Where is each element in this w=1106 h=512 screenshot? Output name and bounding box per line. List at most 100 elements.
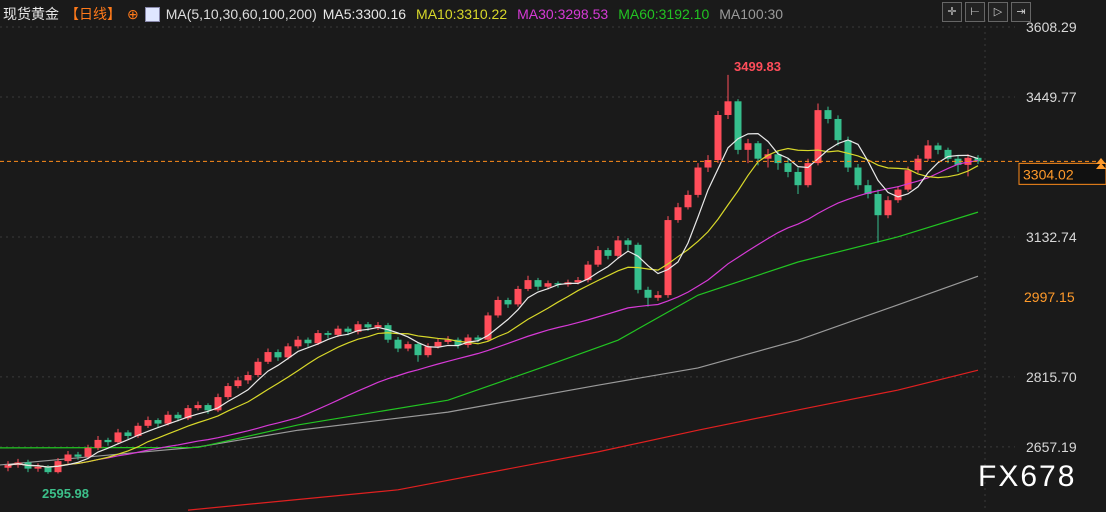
jump-end-icon[interactable]: ⇥: [1011, 2, 1031, 22]
candle-body: [594, 250, 602, 265]
candle-body: [174, 414, 182, 419]
ma10-line: [7, 147, 979, 468]
candle-body: [704, 160, 712, 168]
ma-value: MA5:3300.16: [322, 6, 407, 22]
y-tick-label: 3449.77: [1026, 89, 1077, 105]
candle-body: [714, 114, 722, 161]
candle-body: [414, 344, 422, 356]
candle-body: [294, 339, 302, 347]
current-price-label: 3304.02: [1023, 166, 1074, 182]
play-icon[interactable]: ▷: [988, 2, 1008, 22]
candle-body: [284, 346, 292, 358]
crosshair-icon[interactable]: ✛: [942, 2, 962, 22]
candle-body: [904, 170, 912, 190]
candle-body: [534, 280, 542, 287]
ma-indicator-icon[interactable]: [144, 6, 160, 22]
candle-body: [194, 405, 202, 409]
candle-body: [134, 425, 142, 436]
candle-body: [604, 250, 612, 256]
candle-body: [574, 280, 582, 283]
candle-body: [954, 158, 962, 165]
candle-body: [404, 344, 412, 349]
candle-body: [254, 361, 262, 376]
candle-body: [124, 432, 132, 436]
period-selector[interactable]: 【日线】: [65, 6, 121, 22]
candle-body: [944, 149, 952, 159]
ma-value: MA100:30: [719, 6, 784, 22]
candle-body: [444, 339, 452, 342]
ma-value: MA10:3310.22: [416, 6, 508, 22]
zoom-range-icon[interactable]: ⊢: [965, 2, 985, 22]
candle-body: [494, 299, 502, 316]
globe-icon[interactable]: ⊕: [127, 5, 139, 22]
candle-body: [934, 145, 942, 150]
candle-body: [424, 346, 432, 356]
candle-body: [244, 375, 252, 381]
candle-body: [774, 154, 782, 164]
candle-body: [484, 315, 492, 340]
candle-body: [204, 405, 212, 411]
candle-body: [554, 283, 562, 285]
candle-body: [74, 454, 82, 457]
candle-body: [754, 143, 762, 159]
candle-body: [454, 339, 462, 346]
candle-body: [674, 207, 682, 221]
candle-body: [684, 194, 692, 208]
candle-body: [34, 466, 42, 469]
ma60-line: [0, 211, 979, 449]
candle-body: [894, 189, 902, 201]
candle-body: [264, 352, 272, 362]
ma5-line: [7, 133, 979, 468]
candle-body: [464, 337, 472, 346]
ma-value: MA60:3192.10: [618, 6, 710, 22]
candle-body: [344, 328, 352, 332]
candle-body: [434, 341, 442, 347]
candle-body: [324, 333, 332, 335]
ma-value: MA30:3298.53: [517, 6, 609, 22]
candle-body: [614, 240, 622, 256]
candle-body: [624, 240, 632, 245]
extreme-annotation: 3499.83: [734, 59, 781, 74]
ma30-line: [7, 159, 979, 468]
candle-body: [824, 110, 832, 119]
y-tick-label: 3132.74: [1026, 229, 1077, 245]
candle-body: [644, 289, 652, 298]
candle-body: [924, 145, 932, 159]
candle-body: [354, 324, 362, 332]
candle-body: [164, 414, 172, 424]
candle-body: [234, 380, 242, 387]
current-price-box: [1018, 162, 1106, 185]
candle-body: [854, 167, 862, 186]
candle-body: [474, 337, 482, 340]
candle-body: [744, 143, 752, 150]
highlight-price-label: 2997.15: [1024, 289, 1075, 305]
candle-body: [144, 420, 152, 426]
candle-body: [834, 118, 842, 141]
candle-body: [764, 154, 772, 159]
chart-toolbar: ✛ ⊢ ▷ ⇥: [942, 2, 1031, 22]
ma-params[interactable]: MA(5,10,30,60,100,200): [165, 6, 317, 22]
candle-body: [804, 163, 812, 186]
candle-body: [794, 171, 802, 186]
candle-body: [84, 447, 92, 457]
candle-body: [584, 264, 592, 281]
y-tick-label: 2657.19: [1026, 439, 1077, 455]
watermark: FX678: [978, 460, 1077, 493]
price-marker-icon: [1096, 158, 1106, 169]
candle-body: [514, 288, 522, 305]
candle-body: [214, 397, 222, 411]
candle-body: [154, 420, 162, 424]
candle-body: [864, 185, 872, 195]
candle-body: [114, 432, 122, 443]
highlight-label-bg: [1019, 286, 1085, 307]
candle-body: [724, 101, 732, 115]
ma200-line: [187, 369, 979, 511]
candle-body: [364, 324, 372, 328]
candle-body: [974, 157, 982, 162]
candle-body: [814, 110, 822, 164]
candle-body: [524, 280, 532, 289]
candle-body: [374, 325, 382, 328]
candle-body: [784, 163, 792, 172]
candle-body: [334, 328, 342, 335]
